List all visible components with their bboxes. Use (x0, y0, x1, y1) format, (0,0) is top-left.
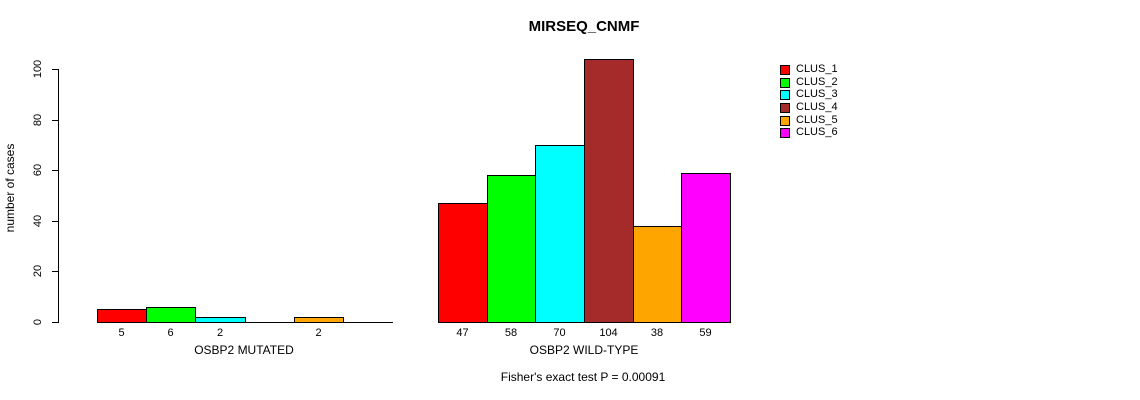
bar-value-label: 59 (699, 327, 712, 339)
chart-title: MIRSEQ_CNMF (528, 18, 640, 35)
bar-clus_3 (195, 317, 246, 323)
legend-swatch-clus_3 (780, 90, 790, 100)
y-axis-tick-label: 80 (32, 113, 44, 127)
bar-clus_1 (438, 203, 488, 323)
bar-value-label: 2 (315, 327, 322, 339)
legend-swatch-clus_4 (780, 103, 790, 113)
legend-label-clus_1: CLUS_1 (796, 63, 838, 75)
y-axis-tick (52, 322, 59, 323)
y-axis-tick-label: 0 (32, 318, 44, 326)
group-label-mutated: OSBP2 MUTATED (194, 343, 294, 357)
bar-clus_2 (146, 307, 196, 323)
y-axis-tick-label: 100 (32, 59, 44, 79)
bar-value-label: 70 (553, 327, 566, 339)
bar-value-label: 47 (456, 327, 469, 339)
legend-label-clus_6: CLUS_6 (796, 126, 838, 138)
bar-value-label: 38 (650, 327, 664, 339)
bar-clus_1 (97, 309, 147, 323)
group-label-wildtype: OSBP2 WILD-TYPE (529, 343, 639, 357)
legend-swatch-clus_2 (780, 78, 790, 88)
legend-label-clus_5: CLUS_5 (796, 114, 838, 126)
y-axis-title: number of cases (3, 143, 17, 233)
bar-clus_5 (294, 317, 344, 323)
bar-value-label: 104 (599, 327, 618, 339)
y-axis-tick (52, 69, 59, 70)
bar-clus_5 (633, 226, 682, 323)
bar-value-label: 6 (167, 327, 174, 339)
y-axis-tick (52, 271, 59, 272)
y-axis-tick-label: 20 (32, 264, 44, 278)
bar-value-label: 5 (118, 327, 125, 339)
bar-value-label: 2 (216, 327, 224, 339)
bar-clus_2 (487, 175, 536, 323)
y-axis-tick (52, 221, 59, 222)
fisher-test-note: Fisher's exact test P = 0.00091 (500, 370, 666, 384)
bar-clus_6 (681, 173, 731, 323)
legend-label-clus_3: CLUS_3 (796, 88, 838, 100)
bar-clus_3 (535, 145, 585, 323)
legend-swatch-clus_6 (780, 128, 790, 138)
legend-swatch-clus_1 (780, 65, 790, 75)
y-axis-tick (52, 170, 59, 171)
legend-swatch-clus_5 (780, 116, 790, 126)
bar-clus_4 (584, 59, 634, 323)
legend-label-clus_4: CLUS_4 (796, 101, 838, 113)
y-axis-tick-label: 60 (32, 163, 44, 177)
y-axis-tick (52, 120, 59, 121)
legend-label-clus_2: CLUS_2 (796, 76, 838, 88)
y-axis-line (58, 69, 59, 323)
y-axis-tick-label: 40 (32, 214, 44, 228)
bar-value-label: 58 (504, 327, 518, 339)
